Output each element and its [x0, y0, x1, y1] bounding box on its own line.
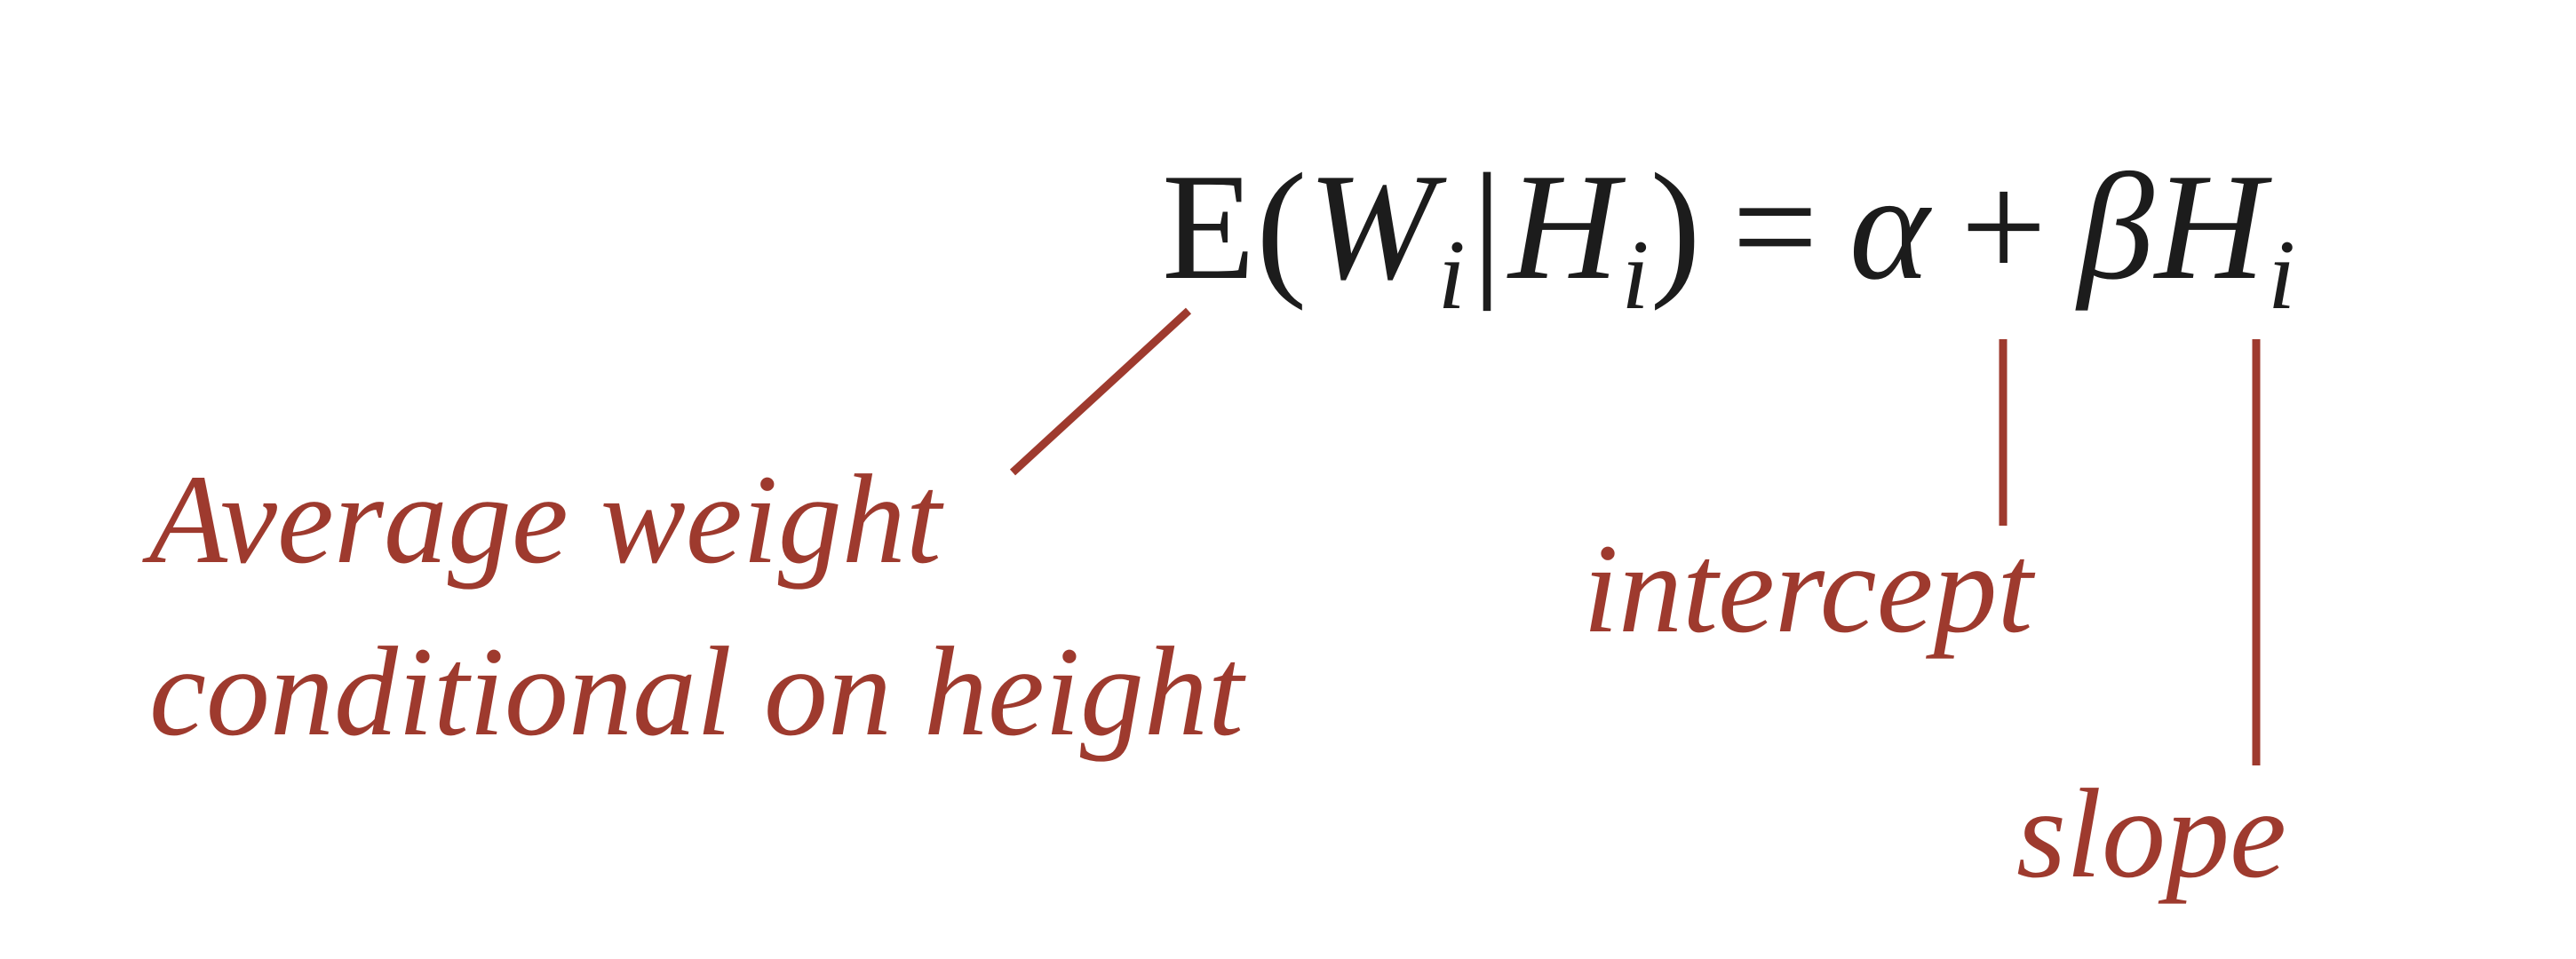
expectation-operator: E — [1162, 143, 1257, 312]
weight-variable: W — [1308, 143, 1436, 312]
equals-sign: = — [1731, 143, 1819, 312]
close-paren: ) — [1650, 143, 1702, 312]
average-weight-label: Average weight — [149, 449, 942, 590]
slope-label: slope — [2016, 764, 2286, 905]
plus-sign: + — [1960, 143, 2048, 312]
conditional-on-height-label: conditional on height — [149, 622, 1244, 763]
height-variable-2: H — [2154, 143, 2267, 312]
beta-symbol: β — [2078, 143, 2155, 312]
average-leader-line — [1009, 307, 1192, 476]
conditional-bar: | — [1471, 143, 1504, 312]
weight-subscript: i — [1437, 220, 1467, 330]
height-subscript: i — [1621, 220, 1650, 330]
height-subscript-2: i — [2268, 220, 2297, 330]
intercept-label: intercept — [1583, 519, 2033, 660]
open-paren: ( — [1256, 143, 1308, 312]
regression-equation: E(Wi|Hi) = α + βHi — [1162, 151, 2296, 325]
height-variable: H — [1508, 143, 1620, 312]
alpha-symbol: α — [1849, 143, 1931, 312]
